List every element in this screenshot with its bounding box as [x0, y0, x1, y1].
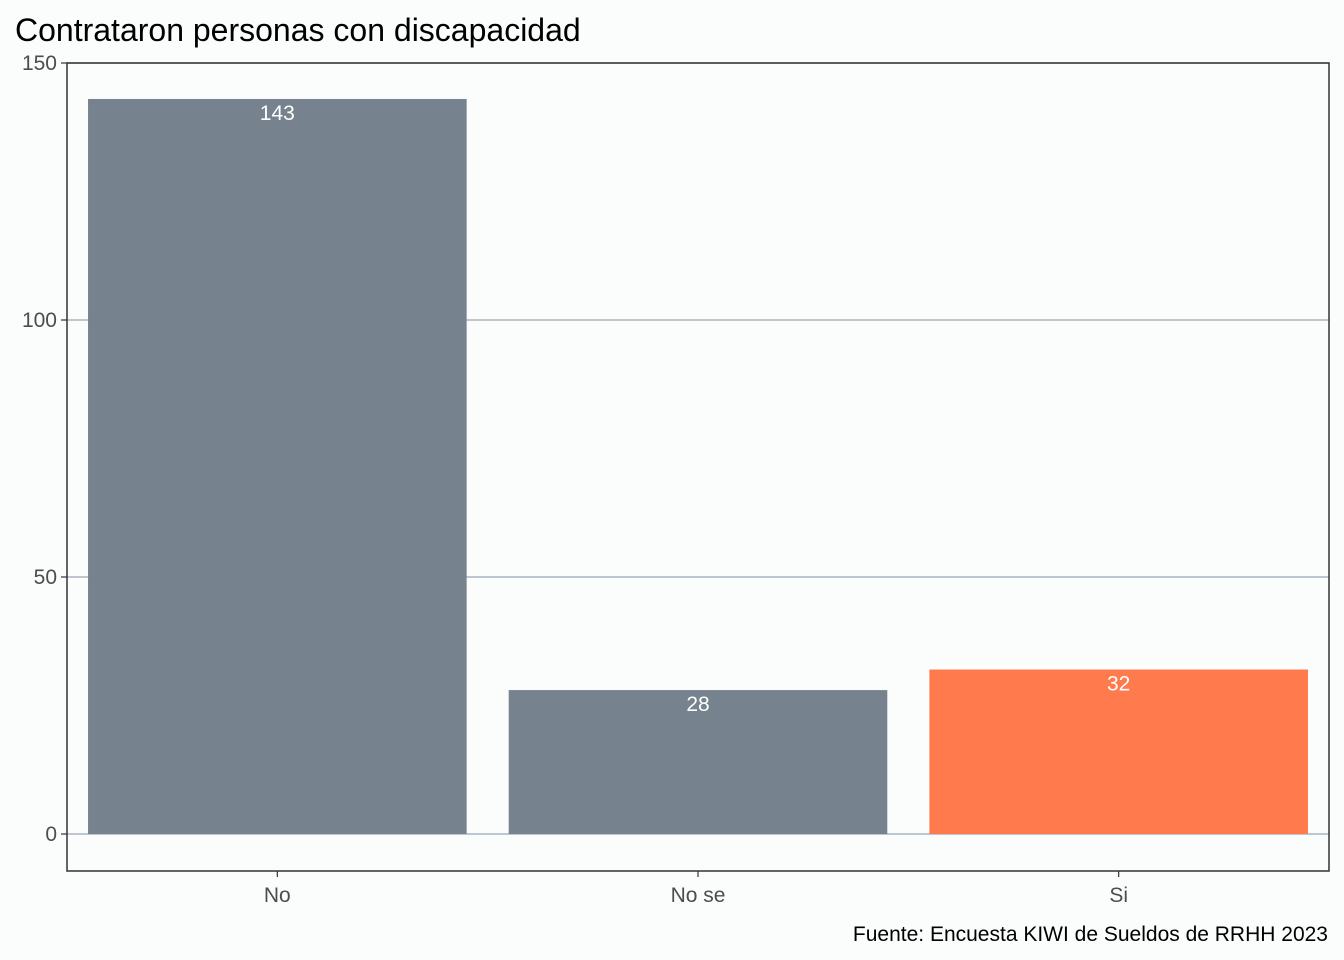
x-axis: No No se Si	[264, 871, 1128, 907]
y-tick-label: 50	[34, 566, 57, 589]
y-tick-label: 150	[22, 52, 57, 75]
x-tick-label: No	[264, 884, 291, 907]
y-tick-label: 0	[45, 823, 57, 846]
bar-no-se	[508, 690, 888, 834]
y-axis: 0 50 100 150	[22, 52, 67, 846]
bars	[88, 98, 1308, 835]
bar-value-label: 32	[1107, 673, 1130, 696]
bar-value-label: 28	[686, 693, 709, 716]
x-tick-label: Si	[1109, 884, 1128, 907]
chart-caption: Fuente: Encuesta KIWI de Sueldos de RRHH…	[853, 923, 1328, 946]
chart-title: Contrataron personas con discapacidad	[15, 12, 581, 48]
y-tick-label: 100	[22, 309, 57, 332]
bar-value-labels: 143 28 32	[260, 102, 1131, 716]
bar-si	[929, 669, 1308, 834]
x-tick-label: No se	[671, 884, 726, 907]
bar-no	[88, 98, 467, 835]
bar-value-label: 143	[260, 102, 295, 125]
